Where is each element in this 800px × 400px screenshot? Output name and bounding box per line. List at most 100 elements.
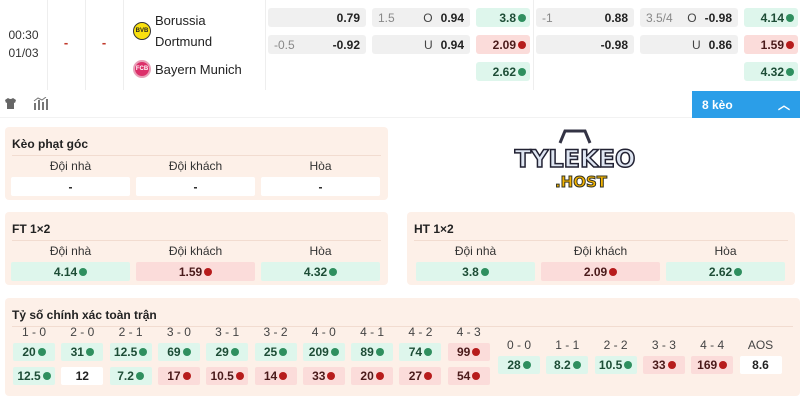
1x2-cell[interactable]: 2.62	[476, 62, 530, 81]
score-odds-cell[interactable]: 89	[351, 343, 394, 361]
score-odds-cell[interactable]: 33	[642, 356, 685, 374]
arrow-down-icon	[667, 361, 676, 369]
1x2-cell[interactable]: 4.14	[744, 8, 798, 27]
score-column: 4 - 0 209 33	[302, 323, 345, 385]
arrow-up-icon	[522, 361, 531, 369]
score-odds-cell[interactable]: 27	[399, 367, 442, 385]
shirt-icon[interactable]	[4, 97, 17, 110]
arrow-up-icon	[424, 348, 433, 356]
odds-value: 3.8	[462, 264, 479, 279]
score-odds-cell[interactable]: 29	[206, 343, 249, 361]
score-odds-cell[interactable]: 69	[157, 343, 200, 361]
arrow-down-icon	[375, 372, 384, 380]
odds-column: Đội nhà 3.8	[416, 242, 535, 281]
score-ft: -	[63, 35, 69, 50]
divider	[47, 0, 48, 90]
odds-value: 74	[408, 345, 423, 359]
bayern-crest-icon: FCB	[133, 60, 151, 78]
ou-cell[interactable]: 1.5 O 0.94	[372, 8, 470, 27]
hdp-cell[interactable]: 0.79	[268, 8, 366, 27]
score-odds-cell[interactable]: 12	[61, 367, 104, 385]
1x2-cell[interactable]: 4.32	[744, 62, 798, 81]
home-team[interactable]: BVB Borussia Dortmund	[133, 10, 212, 52]
odds-column: Đội nhà -	[11, 157, 130, 196]
odds-value: 7.2	[117, 369, 134, 383]
away-name: Bayern Munich	[155, 61, 242, 77]
score-odds-cell[interactable]: 7.2	[109, 367, 152, 385]
arrow-down-icon	[786, 40, 794, 49]
score-odds-cell[interactable]: 209	[302, 343, 345, 361]
odds-cell[interactable]: -	[136, 177, 255, 196]
arrow-up-icon	[42, 372, 51, 380]
arrow-down-icon	[472, 348, 481, 356]
score-odds-cell[interactable]: 10.5	[206, 367, 249, 385]
odds-value: 4.14	[53, 264, 78, 279]
score-odds-cell[interactable]: 28	[498, 356, 540, 374]
score-odds-cell[interactable]: 20	[351, 367, 394, 385]
odds-value: 28	[507, 358, 521, 372]
svg-text:TYLEKEO: TYLEKEO	[515, 145, 636, 173]
odds-cell[interactable]: -	[261, 177, 380, 196]
ou-cell[interactable]: U 0.94	[372, 35, 470, 54]
odds-value: -0.98	[704, 10, 732, 25]
arrow-up-icon	[734, 267, 743, 276]
odds-cell[interactable]: 4.14	[11, 262, 130, 281]
odds-value: -	[193, 179, 198, 194]
1x2-cell[interactable]: 1.59	[744, 35, 798, 54]
panel-title: Tỷ số chính xác toàn trận	[12, 308, 157, 322]
ou-cell[interactable]: U 0.86	[640, 35, 738, 54]
odds-value: 2.09	[583, 264, 608, 279]
score-odds-cell[interactable]: 20	[13, 343, 55, 361]
stats-icon[interactable]	[33, 97, 48, 110]
score-odds-cell[interactable]: 8.6	[739, 356, 782, 374]
score-odds-cell[interactable]: 169	[691, 356, 734, 374]
column-label: 2 - 1	[118, 325, 143, 339]
odds-value: 2.62	[492, 64, 516, 79]
score-odds-cell[interactable]: 25	[254, 343, 297, 361]
score-odds-cell[interactable]: 99	[447, 343, 490, 361]
away-team[interactable]: FCB Bayern Munich	[133, 60, 242, 78]
odds-cell[interactable]: 2.62	[666, 262, 785, 281]
score-odds-cell[interactable]: 12.5	[109, 343, 152, 361]
odds-value: 8.6	[752, 358, 769, 372]
score-odds-cell[interactable]: 14	[254, 367, 297, 385]
odds-value: 4.14	[760, 10, 784, 25]
odds-column: Đội khách -	[136, 157, 255, 196]
match-toolbar	[0, 90, 800, 118]
arrow-down-icon	[279, 372, 288, 380]
arrow-up-icon	[230, 348, 239, 356]
score-odds-cell[interactable]: 17	[157, 367, 200, 385]
score-odds-cell[interactable]: 54	[447, 367, 490, 385]
odds-cell[interactable]: 3.8	[416, 262, 535, 281]
more-odds-button[interactable]: 8 kèo ︿	[692, 91, 800, 118]
time-text: 00:30	[8, 28, 39, 42]
odds-value: -	[318, 179, 323, 194]
home-name-line1: Borussia	[155, 13, 206, 28]
1x2-cell[interactable]: 3.8	[476, 8, 530, 27]
hdp-cell[interactable]: -1 0.88	[536, 8, 634, 27]
odds-cell[interactable]: -	[11, 177, 130, 196]
hdp-cell[interactable]: -0.98	[536, 35, 634, 54]
arrow-down-icon	[424, 372, 433, 380]
column-label: Hòa	[309, 159, 332, 173]
column-label: AOS	[747, 338, 774, 352]
odds-cell[interactable]: 2.09	[541, 262, 660, 281]
odds-cell[interactable]: 1.59	[136, 262, 255, 281]
arrow-up-icon	[786, 67, 794, 76]
odds-value: 54	[457, 369, 471, 383]
score-odds-cell[interactable]: 33	[302, 367, 345, 385]
odds-cell[interactable]: 4.32	[261, 262, 380, 281]
score-odds-cell[interactable]: 8.2	[546, 356, 589, 374]
1x2-cell[interactable]: 2.09	[476, 35, 530, 54]
score-odds-cell[interactable]: 31	[61, 343, 104, 361]
column-label: Đội khách	[168, 159, 223, 173]
hdp-cell[interactable]: -0.5 -0.92	[268, 35, 366, 54]
ou-cell[interactable]: 3.5/4 O -0.98	[640, 8, 738, 27]
score-odds-cell[interactable]: 74	[399, 343, 442, 361]
score-odds-cell[interactable]: 12.5	[13, 367, 55, 385]
odds-value: 0.94	[440, 10, 464, 25]
score-column: 4 - 2 74 27	[399, 323, 442, 385]
arrow-up-icon	[135, 372, 144, 380]
score-odds-cell[interactable]: 10.5	[594, 356, 637, 374]
odds-value: 29	[215, 345, 229, 359]
